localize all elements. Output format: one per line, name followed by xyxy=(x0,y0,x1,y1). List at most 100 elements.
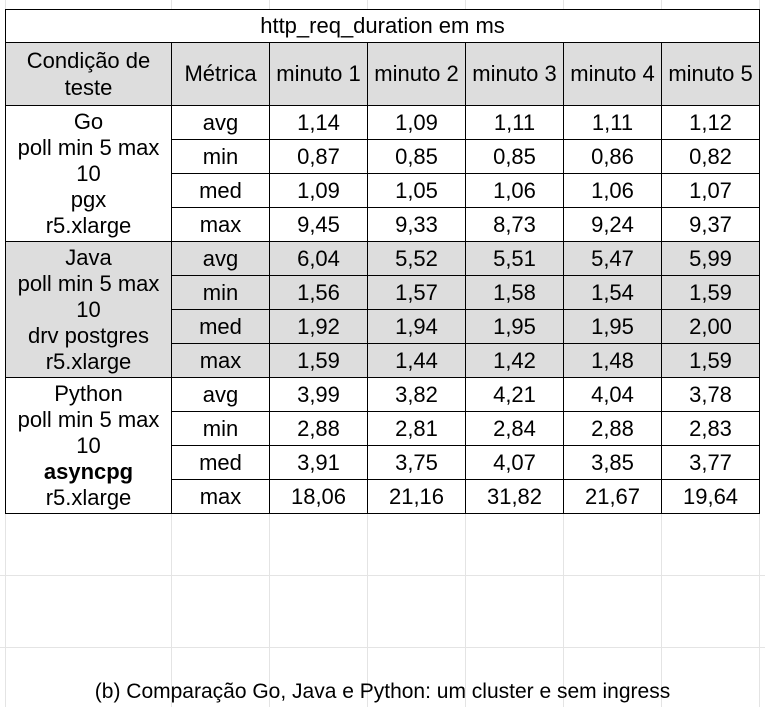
value-cell-minute-2: 0,85 xyxy=(367,139,466,174)
header-minute-3: minuto 3 xyxy=(465,42,564,106)
value-cell-minute-5: 2,00 xyxy=(660,309,761,344)
condition-line: r5.xlarge xyxy=(45,484,132,510)
value-cell-minute-2: 3,75 xyxy=(367,445,466,480)
metric-cell: avg xyxy=(171,377,270,412)
value-cell-minute-2: 21,16 xyxy=(367,479,466,514)
value-cell-minute-3: 0,85 xyxy=(465,139,564,174)
table-body: Go poll min 5 max 10 pgx r5.xlarge avg 1,14 1,0… xyxy=(5,105,761,514)
value-cell-minute-4: 4,04 xyxy=(563,377,662,412)
condition-line: poll min 5 max xyxy=(17,270,160,296)
value-cell-minute-4: 21,67 xyxy=(563,479,662,514)
value-cell-minute-1: 2,88 xyxy=(269,411,368,446)
table-row: max 18,06 21,16 31,82 21,67 19,64 xyxy=(6,479,761,514)
value-cell-minute-3: 1,06 xyxy=(465,173,564,208)
metric-cell: max xyxy=(171,479,270,514)
value-cell-minute-2: 5,52 xyxy=(367,241,466,276)
value-cell-minute-5: 0,82 xyxy=(660,139,761,174)
condition-cell: Python poll min 5 max 10 asyncpg r5.xlarge xyxy=(5,377,172,514)
value-cell-minute-4: 9,24 xyxy=(563,207,662,242)
table-row: Python poll min 5 max 10 asyncpg r5.xlarge av… xyxy=(5,377,761,514)
value-cell-minute-5: 3,77 xyxy=(660,445,761,480)
metric-cell: max xyxy=(171,207,270,242)
value-cell-minute-2: 1,09 xyxy=(367,105,466,140)
value-cell-minute-1: 18,06 xyxy=(269,479,368,514)
metric-cell: min xyxy=(171,411,270,446)
table-row: Go poll min 5 max 10 pgx r5.xlarge avg 1,14 1,0… xyxy=(5,105,761,242)
metric-cell: max xyxy=(171,343,270,378)
table-row: min 1,56 1,57 1,58 1,54 1,59 xyxy=(6,275,761,310)
condition-line: pgx xyxy=(70,186,107,212)
value-cell-minute-3: 1,95 xyxy=(465,309,564,344)
value-cell-minute-3: 4,07 xyxy=(465,445,564,480)
header-minute-1: minuto 1 xyxy=(269,42,368,106)
figure-caption: (b) Comparação Go, Java e Python: um clu… xyxy=(94,680,671,703)
value-cell-minute-4: 1,48 xyxy=(563,343,662,378)
value-cell-minute-4: 1,06 xyxy=(563,173,662,208)
condition-line: asyncpg xyxy=(43,458,134,484)
condition-line: 10 xyxy=(76,160,101,186)
value-cell-minute-2: 1,94 xyxy=(367,309,466,344)
header-row: Condição de teste Métrica minuto 1 minuto… xyxy=(5,42,761,106)
value-cell-minute-3: 5,51 xyxy=(465,241,564,276)
value-cell-minute-1: 0,87 xyxy=(269,139,368,174)
value-cell-minute-3: 1,42 xyxy=(465,343,564,378)
condition-cell: Java poll min 5 max 10 drv postgres r5.xlarg… xyxy=(5,241,172,378)
value-cell-minute-3: 2,84 xyxy=(465,411,564,446)
table-row: med 3,91 3,75 4,07 3,85 3,77 xyxy=(6,445,761,480)
value-cell-minute-5: 19,64 xyxy=(660,479,761,514)
table-row: med 1,92 1,94 1,95 1,95 2,00 xyxy=(6,309,761,344)
table-title: http_req_duration em ms xyxy=(4,9,761,43)
condition-line: poll min 5 max xyxy=(17,134,160,160)
results-table: http_req_duration em ms Condição de teste… xyxy=(4,9,761,514)
condition-line: Python xyxy=(54,380,123,406)
value-cell-minute-5: 9,37 xyxy=(660,207,761,242)
header-minute-5: minuto 5 xyxy=(660,42,761,106)
value-cell-minute-4: 2,88 xyxy=(563,411,662,446)
header-minute-4: minuto 4 xyxy=(563,42,662,106)
value-cell-minute-5: 1,07 xyxy=(660,173,761,208)
value-cell-minute-2: 1,44 xyxy=(367,343,466,378)
metric-cell: med xyxy=(171,173,270,208)
value-cell-minute-3: 8,73 xyxy=(465,207,564,242)
table-row: Java poll min 5 max 10 drv postgres r5.xlarg… xyxy=(5,241,761,378)
value-cell-minute-5: 1,59 xyxy=(660,275,761,310)
value-cell-minute-2: 9,33 xyxy=(367,207,466,242)
table-row: min 0,87 0,85 0,85 0,86 0,82 xyxy=(6,139,761,174)
value-cell-minute-2: 3,82 xyxy=(367,377,466,412)
metric-cell: med xyxy=(171,309,270,344)
table-row: med 1,09 1,05 1,06 1,06 1,07 xyxy=(6,173,761,208)
value-cell-minute-4: 0,86 xyxy=(563,139,662,174)
value-cell-minute-5: 1,12 xyxy=(660,105,761,140)
condition-line: 10 xyxy=(76,296,101,322)
table-row: max 9,45 9,33 8,73 9,24 9,37 xyxy=(6,207,761,242)
condition-cell: Go poll min 5 max 10 pgx r5.xlarge xyxy=(5,105,172,242)
value-cell-minute-3: 1,11 xyxy=(465,105,564,140)
value-cell-minute-3: 31,82 xyxy=(465,479,564,514)
value-cell-minute-1: 1,59 xyxy=(269,343,368,378)
metric-cell: min xyxy=(171,139,270,174)
condition-line: r5.xlarge xyxy=(45,212,132,238)
value-cell-minute-4: 1,95 xyxy=(563,309,662,344)
value-cell-minute-2: 2,81 xyxy=(367,411,466,446)
value-cell-minute-4: 1,54 xyxy=(563,275,662,310)
value-cell-minute-1: 9,45 xyxy=(269,207,368,242)
condition-line: Go xyxy=(73,108,104,134)
condition-line: 10 xyxy=(76,432,101,458)
condition-line: poll min 5 max xyxy=(17,406,160,432)
header-minute-2: minuto 2 xyxy=(367,42,466,106)
metric-cell: min xyxy=(171,275,270,310)
value-cell-minute-1: 1,09 xyxy=(269,173,368,208)
metric-cell: avg xyxy=(171,105,270,140)
table-row: max 1,59 1,44 1,42 1,48 1,59 xyxy=(6,343,761,378)
value-cell-minute-4: 3,85 xyxy=(563,445,662,480)
value-cell-minute-5: 2,83 xyxy=(660,411,761,446)
value-cell-minute-5: 5,99 xyxy=(660,241,761,276)
value-cell-minute-4: 5,47 xyxy=(563,241,662,276)
value-cell-minute-3: 1,58 xyxy=(465,275,564,310)
metric-cell: avg xyxy=(171,241,270,276)
value-cell-minute-3: 4,21 xyxy=(465,377,564,412)
value-cell-minute-5: 3,78 xyxy=(660,377,761,412)
title-row: http_req_duration em ms xyxy=(4,9,761,43)
metric-cell: med xyxy=(171,445,270,480)
condition-line: Java xyxy=(65,244,112,270)
